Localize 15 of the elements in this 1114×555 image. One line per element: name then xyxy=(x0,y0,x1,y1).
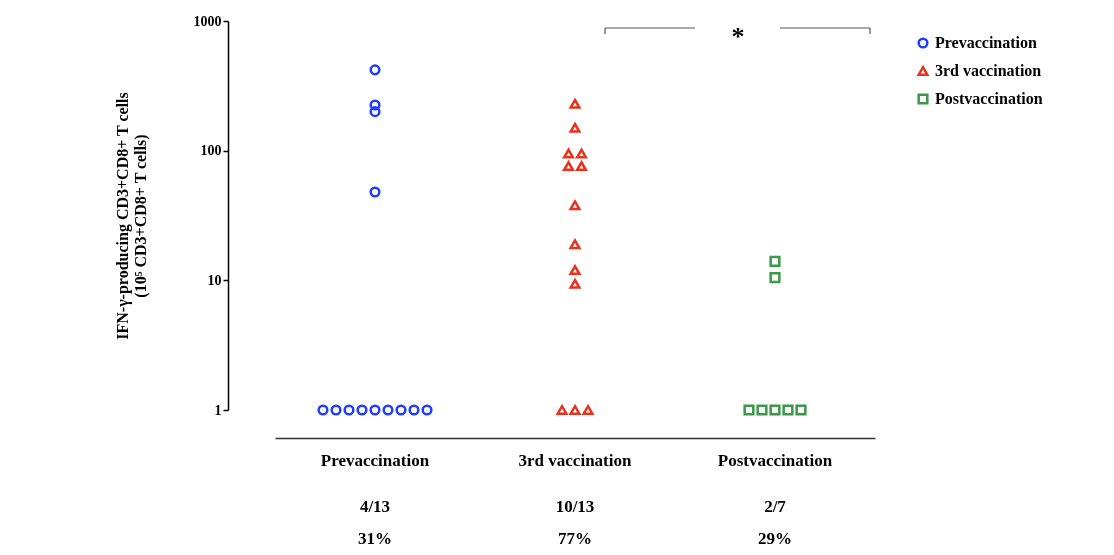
y-tick-label: 100 xyxy=(200,143,222,159)
text: 4/13 31% xyxy=(358,497,392,548)
x-tick-label: Postvaccination xyxy=(717,450,833,470)
y-axis-title: IFN-γ-producing CD3+CD8+ T cells (10⁵ CD3+CD8+ T cells) xyxy=(113,92,150,340)
y-tick-label: 10 xyxy=(207,272,222,288)
legend-label: Postvaccination xyxy=(935,90,1043,107)
x-tick-label: 3rd vaccination xyxy=(518,450,632,470)
y-tick-label: 1 xyxy=(214,402,222,418)
text: 2/7 29% xyxy=(758,497,792,548)
legend-label: 3rd vaccination xyxy=(935,62,1042,79)
annotation: * xyxy=(731,22,745,51)
y-tick-label: 1000 xyxy=(193,13,222,29)
text: 10/13 77% xyxy=(555,497,595,548)
x-tick-label: Prevaccination xyxy=(320,450,430,470)
legend-label: Prevaccination xyxy=(935,34,1038,51)
